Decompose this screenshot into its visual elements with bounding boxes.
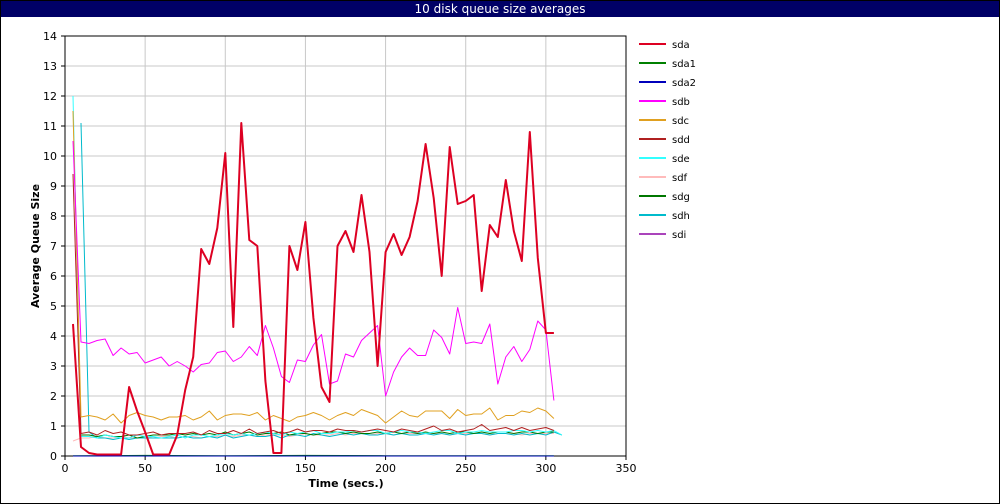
y-tick-label: 4: [50, 330, 57, 343]
x-tick-label: 50: [138, 462, 152, 475]
legend-label-sdb: sdb: [672, 97, 690, 108]
x-tick-label: 200: [375, 462, 396, 475]
x-tick-label: 300: [535, 462, 556, 475]
y-tick-label: 3: [50, 360, 57, 373]
grid: [64, 35, 627, 457]
x-tick-label: 100: [215, 462, 236, 475]
legend: sda sda1 sda2 sdb sdc sdd sde sdf sdg sdh sdi: [639, 40, 696, 241]
y-tick-label: 1: [50, 420, 57, 433]
y-tick-label: 7: [50, 240, 57, 253]
series-line-sdc: [72, 110, 555, 424]
series-line-sdd: [72, 173, 555, 436]
y-tick-label: 12: [43, 90, 57, 103]
chart-title: 10 disk queue size averages: [1, 1, 999, 17]
series-line-sda: [72, 122, 554, 456]
legend-label-sdc: sdc: [672, 116, 689, 127]
x-tick-label: 350: [616, 462, 637, 475]
x-tick-label: 150: [295, 462, 316, 475]
series-line-sdh: [80, 122, 563, 440]
y-tick-label: 13: [43, 60, 57, 73]
series-lines: [72, 95, 563, 457]
y-tick-label: 8: [50, 210, 57, 223]
x-axis-label: Time (secs.): [308, 477, 383, 490]
y-axis-label: Average Queue Size: [29, 184, 42, 308]
legend-label-sda1: sda1: [672, 59, 696, 70]
x-axis: 0 50 100 150 200 250 300 350: [62, 456, 637, 475]
y-tick-label: 14: [43, 30, 57, 43]
y-tick-label: 0: [50, 450, 57, 463]
legend-label-sdh: sdh: [672, 211, 690, 222]
y-tick-label: 2: [50, 390, 57, 403]
legend-label-sda2: sda2: [672, 78, 696, 89]
legend-label-sdi: sdi: [672, 230, 686, 241]
legend-label-sda: sda: [672, 40, 690, 51]
series-line-sdb: [72, 140, 555, 401]
x-tick-label: 250: [455, 462, 476, 475]
legend-label-sdd: sdd: [672, 135, 690, 146]
legend-label-sdg: sdg: [672, 192, 690, 203]
y-tick-label: 9: [50, 180, 57, 193]
legend-label-sde: sde: [672, 154, 690, 165]
x-tick-label: 0: [62, 462, 69, 475]
y-tick-label: 6: [50, 270, 57, 283]
y-tick-label: 10: [43, 150, 57, 163]
legend-label-sdf: sdf: [672, 173, 688, 184]
y-tick-label: 5: [50, 300, 57, 313]
y-tick-label: 11: [43, 120, 57, 133]
series-line-sde: [72, 95, 563, 439]
